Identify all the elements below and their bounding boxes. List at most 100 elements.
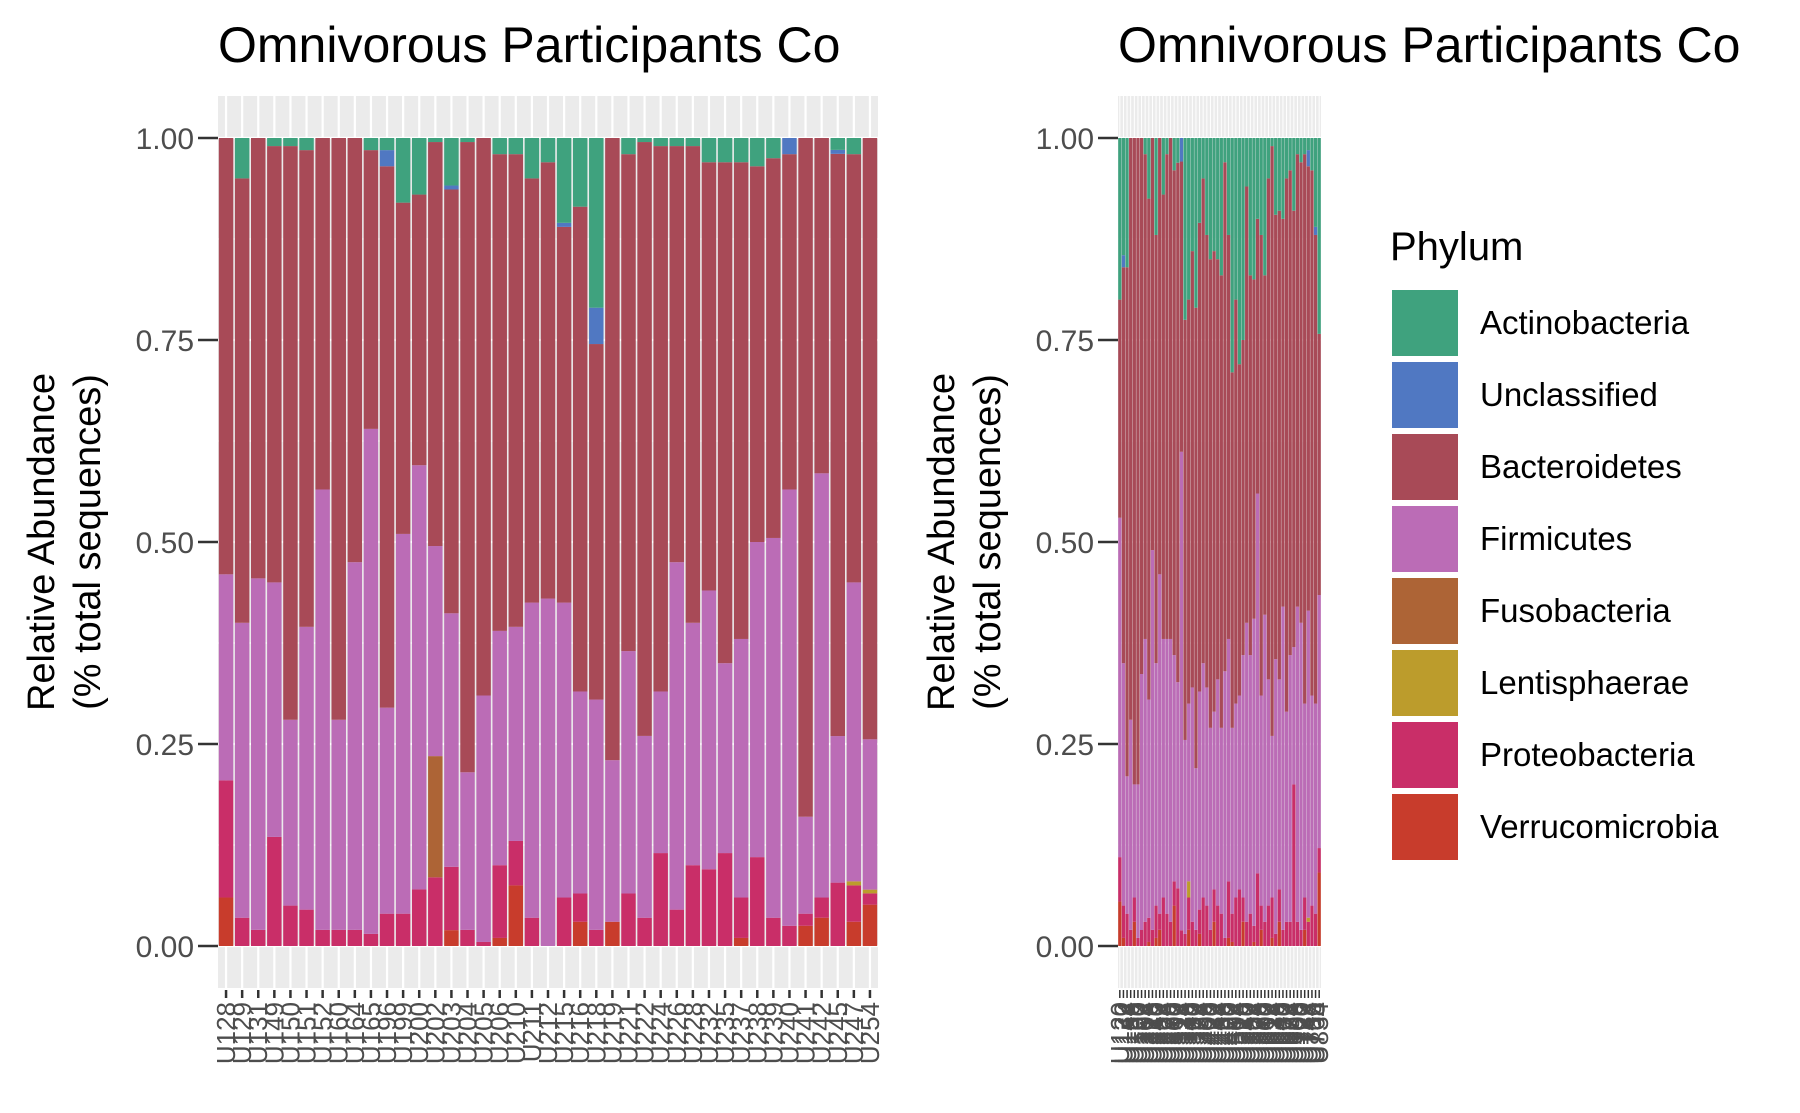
bar-segment xyxy=(621,154,636,652)
bar-segment xyxy=(1201,178,1205,664)
bar-segment xyxy=(1143,154,1147,639)
bar-segment xyxy=(1205,687,1209,906)
bar-segment xyxy=(379,166,395,708)
bar-segment xyxy=(1190,687,1194,922)
bar-segment xyxy=(1190,138,1194,252)
x-tick-label: U149 xyxy=(259,1002,289,1064)
bar-segment xyxy=(1234,703,1238,898)
bar-segment xyxy=(1226,881,1231,938)
bar-segment xyxy=(299,626,314,910)
bar-segment xyxy=(1194,768,1198,930)
bar-segment xyxy=(1187,138,1191,300)
bar-segment xyxy=(605,138,620,761)
bar-segment xyxy=(1274,138,1278,215)
x-tick-label: U226 xyxy=(662,1002,692,1064)
bar-segment xyxy=(1295,921,1300,946)
bar-segment xyxy=(669,146,685,563)
bar-segment xyxy=(1241,138,1245,340)
x-tick-label: U168 xyxy=(1119,1002,1149,1064)
bar-segment xyxy=(1281,138,1285,219)
bar-segment xyxy=(234,622,250,918)
bar-segment xyxy=(1194,307,1198,769)
bar-segment xyxy=(1303,897,1307,930)
bar-segment xyxy=(1306,610,1310,918)
bar-segment xyxy=(1118,857,1122,902)
bar-segment xyxy=(1158,574,1162,914)
bar-segment xyxy=(1313,226,1318,235)
bar-segment xyxy=(1281,929,1285,946)
bar-segment xyxy=(1147,198,1151,700)
x-tick-label: U540 xyxy=(1232,1002,1262,1064)
bar-segment xyxy=(1234,299,1238,704)
bar-segment xyxy=(1136,937,1140,946)
bar-segment xyxy=(830,153,845,737)
bar-segment xyxy=(1154,905,1158,938)
bar-segment xyxy=(1125,776,1129,914)
bar-segment xyxy=(733,138,749,163)
x-tick-label: U254 xyxy=(855,1002,885,1064)
bar-segment xyxy=(379,138,395,151)
x-tick-label: U204 xyxy=(453,1002,483,1064)
x-tick-label: U396 xyxy=(1188,1002,1218,1064)
bar-segment xyxy=(1317,872,1321,946)
bar-segment xyxy=(1299,138,1303,163)
x-tick-label: U300 xyxy=(1159,1002,1189,1064)
bar-segment xyxy=(1121,138,1126,256)
bar-segment xyxy=(556,226,572,603)
bar-segment xyxy=(218,138,234,575)
bar-segment xyxy=(492,865,507,938)
x-tick-label: U720 xyxy=(1286,1002,1316,1064)
bar-segment xyxy=(1245,921,1249,946)
bar-segment xyxy=(1259,929,1263,946)
bar-segment xyxy=(685,146,701,623)
bar-segment xyxy=(1132,784,1136,898)
x-tick-label: U576 xyxy=(1243,1002,1273,1064)
x-tick-label: U200 xyxy=(404,1002,434,1064)
bar-segment xyxy=(540,138,556,163)
bar-segment xyxy=(234,917,250,946)
bar-segment xyxy=(1201,897,1205,946)
x-tick-label: U336 xyxy=(1170,1002,1200,1064)
x-tick-label: U206 xyxy=(485,1002,515,1064)
bar-segment xyxy=(846,885,862,922)
legend-swatch xyxy=(1392,290,1458,356)
bar-segment xyxy=(1252,925,1256,942)
x-tick-label: U552 xyxy=(1235,1002,1265,1064)
bar-segment xyxy=(1168,638,1173,922)
bar-segment xyxy=(331,719,346,930)
x-tick-label: U612 xyxy=(1253,1002,1283,1064)
bar-segment xyxy=(1263,614,1267,922)
bar-segment xyxy=(347,138,363,563)
bar-segment xyxy=(701,590,717,870)
bar-segment xyxy=(1241,340,1245,656)
bar-segment xyxy=(846,138,862,155)
bar-segment xyxy=(1139,138,1144,674)
bar-segment xyxy=(1197,691,1202,910)
bar-segment xyxy=(846,921,862,946)
x-tick-label: U245 xyxy=(823,1002,853,1064)
bar-segment xyxy=(1223,671,1227,938)
bar-segment xyxy=(299,150,314,627)
bar-segment xyxy=(1255,218,1260,494)
bar-segment xyxy=(1129,929,1133,946)
bar-segment xyxy=(1310,170,1314,696)
bar-segment xyxy=(1150,929,1155,946)
bar-segment xyxy=(1241,921,1245,946)
legend-swatch xyxy=(1392,434,1458,500)
bar-segment xyxy=(411,138,427,195)
x-tick-label: U732 xyxy=(1290,1002,1320,1064)
bar-segment xyxy=(1147,699,1151,918)
bar-segment xyxy=(1118,901,1122,946)
bar-segment xyxy=(1150,138,1155,551)
x-tick-label: U219 xyxy=(597,1002,627,1064)
bar-segment xyxy=(1226,638,1231,882)
bar-segment xyxy=(1219,727,1223,914)
bar-segment xyxy=(1176,138,1180,163)
x-tick-label: U196 xyxy=(372,1002,402,1064)
bar-segment xyxy=(234,178,250,623)
bar-segment xyxy=(1266,905,1271,946)
bar-segment xyxy=(1292,784,1296,946)
bar-segment xyxy=(1237,889,1242,946)
bar-segment xyxy=(1259,905,1263,930)
bar-segment xyxy=(1179,161,1184,452)
